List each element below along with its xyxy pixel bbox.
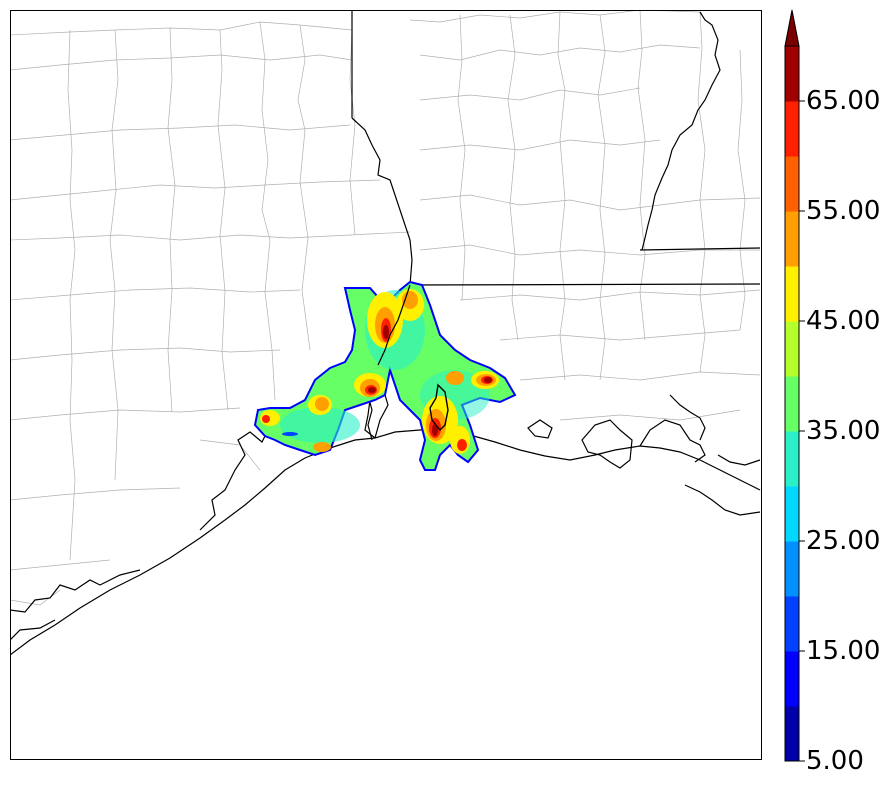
field-band-orange bbox=[446, 371, 464, 385]
field-band-red bbox=[262, 415, 270, 423]
colorbar-tick-label: 15.00 bbox=[806, 636, 881, 666]
colorbar-segment bbox=[785, 651, 799, 707]
colorbar-tick-label: 45.00 bbox=[806, 306, 881, 336]
colorbar-segment bbox=[785, 266, 799, 322]
data-field bbox=[253, 280, 517, 471]
colorbar-tick-label: 35.00 bbox=[806, 416, 881, 446]
field-band-orange bbox=[313, 442, 331, 452]
field-state-line-overlay bbox=[377, 284, 411, 366]
colorbar-tick-label: 65.00 bbox=[806, 86, 881, 116]
field-band-cyan bbox=[280, 407, 360, 443]
field-band-low bbox=[282, 432, 298, 436]
field-band-peak bbox=[383, 325, 389, 339]
colorbar-segment bbox=[785, 156, 799, 212]
colorbar-segment bbox=[785, 321, 799, 377]
colorbar-segment bbox=[785, 46, 799, 102]
field-band-peak bbox=[484, 377, 492, 383]
colorbar-tick-label: 55.00 bbox=[806, 196, 881, 226]
colorbar-extend-arrow bbox=[784, 9, 800, 47]
colorbar-outline bbox=[784, 45, 800, 762]
colorbar-segment bbox=[785, 706, 799, 762]
field-band-red bbox=[457, 439, 467, 451]
colorbar-segment bbox=[785, 376, 799, 432]
field-band-peak bbox=[432, 424, 438, 436]
colorbar-tick-label: 5.00 bbox=[806, 746, 864, 776]
colorbar-segment bbox=[785, 541, 799, 597]
colorbar-segment bbox=[785, 431, 799, 487]
colorbar-segment bbox=[785, 596, 799, 652]
field-band-orange bbox=[315, 397, 329, 411]
colorbar-segment bbox=[785, 486, 799, 542]
county-boundaries bbox=[11, 11, 761, 606]
colorbar-segment bbox=[785, 101, 799, 157]
field-state-line-overlay bbox=[429, 383, 449, 432]
colorbar-segment bbox=[785, 211, 799, 267]
field-band-peak bbox=[368, 387, 376, 393]
coastline bbox=[11, 391, 761, 655]
colorbar-tick-label: 25.00 bbox=[806, 526, 881, 556]
